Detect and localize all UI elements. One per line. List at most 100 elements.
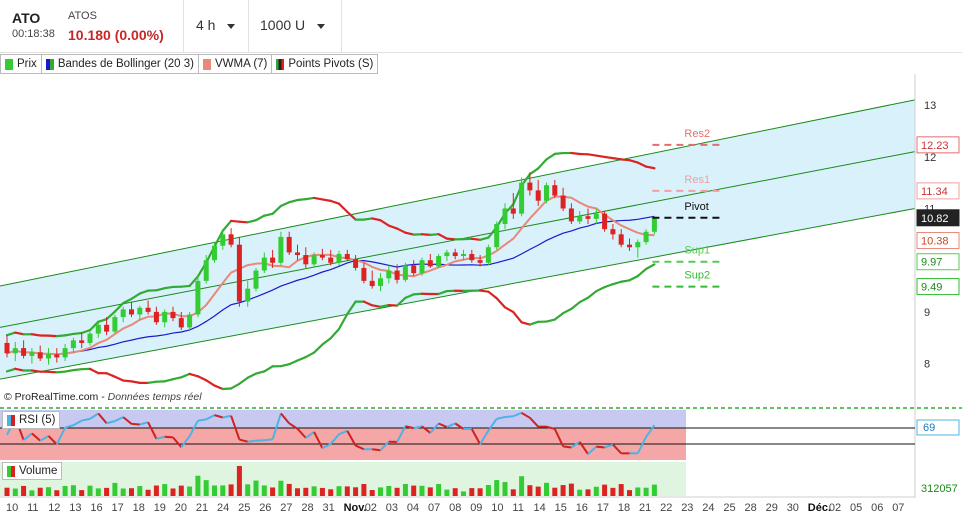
candle-body bbox=[544, 185, 549, 201]
rsi-segment bbox=[147, 421, 158, 440]
time-axis-tick: 28 bbox=[301, 502, 313, 514]
bollinger-lower-segment bbox=[304, 351, 316, 359]
bollinger-lower-segment bbox=[205, 379, 216, 387]
volume-bar bbox=[394, 487, 400, 496]
rsi-segment bbox=[504, 415, 514, 418]
volume-bar bbox=[162, 484, 168, 496]
volume-bar bbox=[129, 488, 134, 496]
bollinger-lower-segment bbox=[55, 370, 67, 374]
rsi-segment bbox=[487, 418, 498, 432]
legend-vwma[interactable]: VWMA (7) bbox=[198, 54, 273, 74]
legend-volume[interactable]: Volume bbox=[2, 462, 63, 480]
rsi-segment bbox=[197, 418, 207, 422]
bollinger-lower-segment bbox=[63, 369, 75, 373]
bollinger-upper-segment bbox=[537, 158, 548, 170]
candle-body bbox=[568, 208, 574, 222]
rsi-segment bbox=[55, 427, 66, 445]
bollinger-lower-segment bbox=[254, 370, 266, 375]
candle-body bbox=[70, 340, 76, 349]
bollinger-upper-segment bbox=[263, 212, 274, 217]
candle-body bbox=[79, 340, 85, 343]
bollinger-upper-segment bbox=[620, 158, 631, 162]
price-tag-res1 bbox=[916, 182, 960, 200]
bollinger-lower-segment bbox=[586, 290, 598, 299]
volume-bar bbox=[411, 485, 417, 496]
time-axis-tick: 08 bbox=[449, 502, 461, 514]
bollinger-lower-segment bbox=[561, 307, 573, 315]
last-price-change: 10.180 (0.00%) bbox=[68, 27, 164, 43]
rsi-segment bbox=[396, 425, 407, 443]
rsi-segment bbox=[296, 428, 307, 439]
volume-bar bbox=[585, 489, 591, 496]
symbol-code[interactable]: ATO bbox=[12, 10, 41, 26]
bollinger-upper-segment bbox=[55, 334, 67, 338]
volume-bar bbox=[485, 485, 491, 496]
volume-bar bbox=[552, 487, 558, 496]
candle-body bbox=[353, 259, 359, 268]
rsi-segment bbox=[587, 445, 597, 455]
candle-body bbox=[311, 255, 317, 265]
rsi-segment bbox=[438, 422, 448, 429]
volume-bar bbox=[203, 480, 209, 496]
candle-body bbox=[178, 318, 184, 328]
rsi-segment bbox=[521, 411, 531, 419]
candle-body bbox=[510, 208, 516, 214]
bollinger-upper-segment bbox=[603, 155, 615, 160]
bollinger-lower-segment bbox=[14, 367, 25, 372]
volume-bar bbox=[21, 485, 27, 496]
rsi-segment bbox=[230, 415, 241, 440]
volume-bar bbox=[195, 475, 201, 496]
bollinger-upper-segment bbox=[80, 329, 92, 335]
rsi-segment bbox=[479, 430, 490, 445]
bollinger-upper-segment bbox=[105, 310, 117, 321]
bollinger-lower-segment bbox=[321, 337, 332, 346]
bollinger-lower-segment bbox=[396, 296, 407, 307]
rsi-segment bbox=[596, 445, 605, 449]
pivot-sup1-label: Sup1 bbox=[684, 245, 710, 257]
rsi-segment bbox=[156, 435, 165, 440]
bollinger-swatch-icon bbox=[45, 58, 54, 70]
rsi-segment bbox=[338, 429, 348, 436]
top-toolbar: ATO 00:18:38 ATOS 10.180 (0.00%) 4 h 100… bbox=[0, 0, 962, 53]
price-tag-vwma bbox=[916, 232, 960, 250]
volume-bar bbox=[145, 489, 151, 496]
volume-value-text: 312057 bbox=[921, 483, 958, 495]
bollinger-lower-segment bbox=[180, 372, 191, 379]
legend-rsi[interactable]: RSI (5) bbox=[2, 411, 61, 429]
units-dropdown[interactable]: 1000 U bbox=[260, 17, 326, 33]
bollinger-upper-segment bbox=[296, 198, 307, 202]
rsi-segment bbox=[372, 448, 381, 452]
bollinger-lower-segment bbox=[487, 290, 498, 300]
volume-bar bbox=[353, 487, 359, 496]
rsi-segment bbox=[645, 424, 656, 438]
volume-bar bbox=[236, 466, 242, 496]
legend-pivots[interactable]: Points Pivots (S) bbox=[272, 54, 379, 74]
legend-bollinger[interactable]: Bandes de Bollinger (20 3) bbox=[41, 54, 199, 74]
rsi-segment bbox=[164, 435, 174, 439]
rsi-segment bbox=[612, 443, 622, 455]
bollinger-lower-segment bbox=[578, 296, 590, 304]
interval-dropdown[interactable]: 4 h bbox=[196, 17, 236, 33]
rsi-segment bbox=[114, 416, 124, 423]
candle-body bbox=[618, 234, 624, 245]
time-axis-tick: 16 bbox=[90, 502, 102, 514]
bollinger-upper-segment bbox=[14, 331, 25, 336]
price-tag-sup1-text: 9.97 bbox=[921, 257, 942, 269]
channel-lower-line bbox=[0, 207, 916, 380]
rsi-segment bbox=[205, 414, 215, 421]
bollinger-lower-segment bbox=[238, 376, 249, 385]
rsi-segment bbox=[188, 420, 199, 437]
time-axis-tick: 23 bbox=[681, 502, 693, 514]
bollinger-upper-segment bbox=[180, 284, 191, 288]
rsi-segment bbox=[180, 435, 191, 448]
candle-body bbox=[170, 311, 176, 319]
volume-bar bbox=[336, 486, 342, 496]
time-axis-tick: 04 bbox=[407, 502, 419, 514]
bollinger-upper-segment bbox=[279, 201, 291, 208]
candle-body bbox=[461, 253, 466, 257]
legend-price[interactable]: Prix bbox=[0, 54, 42, 74]
bollinger-upper-segment bbox=[595, 154, 606, 159]
bollinger-lower-segment bbox=[279, 363, 291, 368]
rsi-segment bbox=[172, 436, 183, 448]
